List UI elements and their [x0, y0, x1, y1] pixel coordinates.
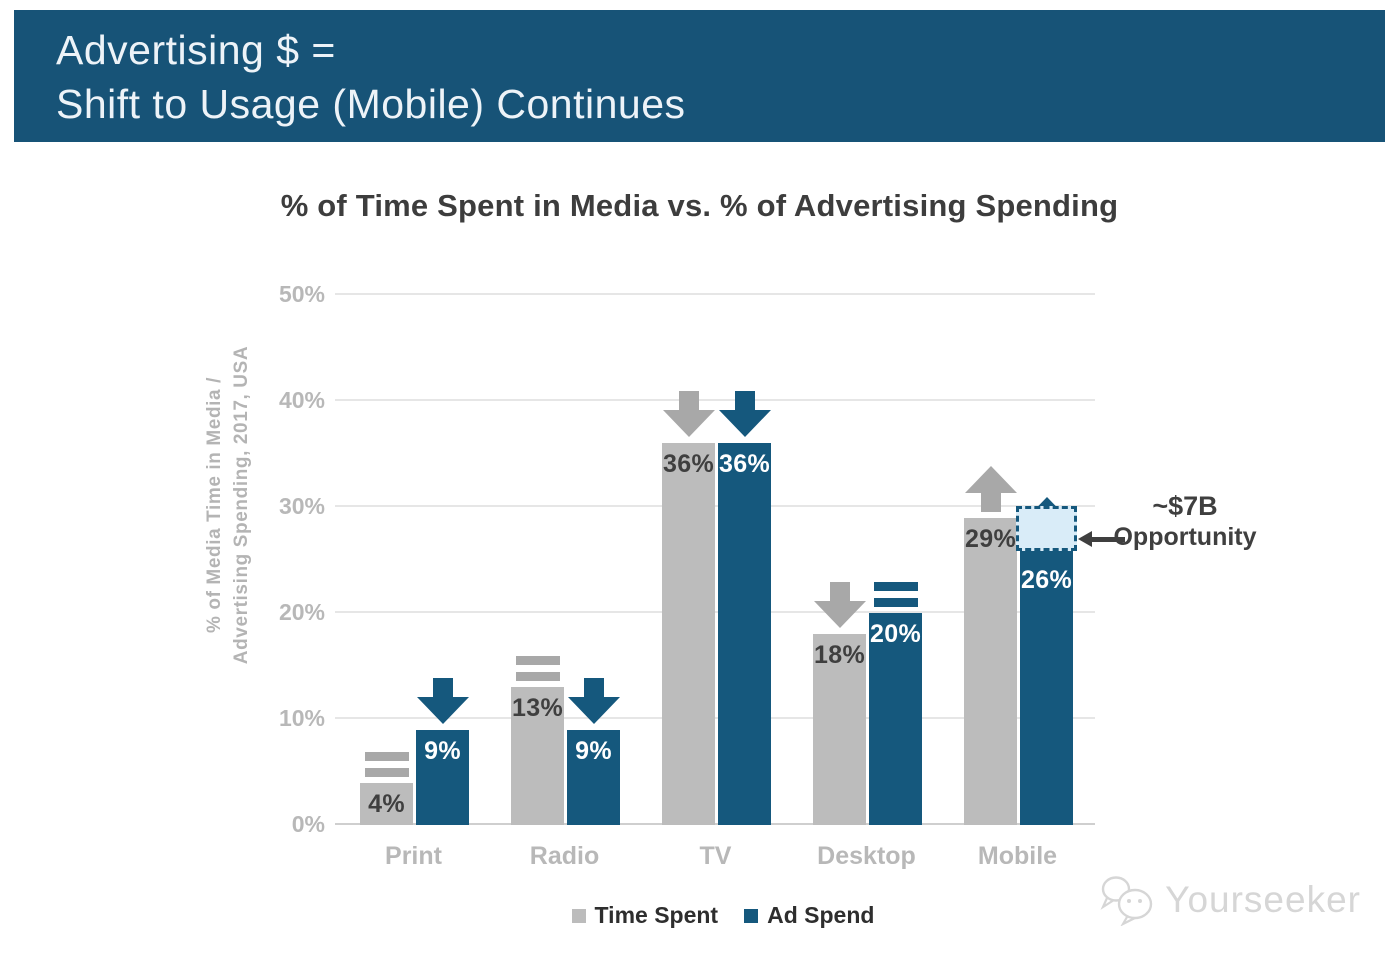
plot-area: 0% 10% 20% 30% 40% 50% 4% 9% Print 13% 9% Radio 36% 3…	[279, 281, 1095, 870]
opportunity-label: Opportunity	[1113, 523, 1257, 551]
opportunity-amount: ~$7B	[1152, 491, 1218, 521]
trend-down-icon-ad-spend-radio	[567, 677, 620, 724]
bar-value-ad-spend-tv: 36%	[719, 450, 770, 479]
opportunity-annotation: ~$7B Opportunity	[1105, 491, 1265, 553]
x-label-radio: Radio	[529, 842, 600, 870]
bar-time-spent-print: 4%	[360, 782, 413, 825]
equals-stripe	[364, 751, 409, 761]
gridline-30-	[335, 505, 1095, 507]
arrow-head	[718, 410, 771, 438]
y-tick-10-: 10%	[278, 705, 325, 731]
x-label-print: Print	[385, 842, 442, 870]
x-label-desktop: Desktop	[817, 842, 916, 870]
bar-value-time-spent-tv: 36%	[663, 450, 714, 479]
bar-value-time-spent-mobile: 29%	[965, 524, 1016, 553]
trend-down-icon-time-spent-desktop	[813, 582, 866, 629]
opportunity-gap-box	[1016, 506, 1077, 552]
gridline-10-	[335, 717, 1095, 719]
bar-ad-spend-mobile: 26%	[1020, 549, 1073, 825]
bar-time-spent-radio: 13%	[511, 687, 564, 825]
y-tick-40-: 40%	[278, 387, 325, 413]
y-tick-50-: 50%	[278, 281, 325, 307]
gridline-40-	[335, 399, 1095, 401]
y-tick-0-: 0%	[291, 811, 325, 837]
watermark-text: Yourseeker	[1165, 879, 1361, 920]
chat-bubbles-icon	[1100, 876, 1153, 926]
gridline-20-	[335, 611, 1095, 613]
slide-title-line2: Shift to Usage (Mobile) Continues	[56, 81, 686, 127]
gridline-50-	[335, 293, 1095, 295]
bar-value-time-spent-desktop: 18%	[814, 641, 865, 670]
arrow-head	[964, 465, 1017, 493]
y-axis-title-line1: % of Media Time in Media /	[204, 377, 225, 633]
arrow-head	[662, 410, 715, 438]
y-tick-30-: 30%	[278, 493, 325, 519]
bar-value-time-spent-radio: 13%	[512, 694, 563, 723]
x-label-mobile: Mobile	[977, 842, 1058, 870]
trend-down-icon-time-spent-tv	[662, 391, 715, 438]
chart-title: % of Time Spent in Media vs. % of Advert…	[280, 188, 1119, 223]
trend-up-icon-time-spent-mobile	[964, 465, 1017, 512]
equals-stripe	[364, 767, 409, 777]
bar-value-ad-spend-print: 9%	[424, 736, 461, 765]
trend-down-icon-ad-spend-tv	[718, 391, 771, 438]
bar-ad-spend-tv: 36%	[718, 443, 771, 825]
arrow-shaft	[734, 391, 755, 411]
bar-time-spent-mobile: 29%	[964, 517, 1017, 825]
legend-label-ad-spend: Ad Spend	[767, 902, 875, 928]
arrow-head	[567, 696, 620, 724]
arrow-shaft	[829, 582, 850, 602]
trend-flat-icon-time-spent-print	[360, 751, 413, 777]
arrow-line	[1092, 536, 1125, 542]
bar-ad-spend-desktop: 20%	[869, 613, 922, 825]
bar-value-ad-spend-mobile: 26%	[1021, 566, 1072, 595]
legend-label-time-spent: Time Spent	[594, 902, 719, 928]
x-label-tv: TV	[699, 842, 732, 870]
arrow-head	[416, 696, 469, 724]
arrow-shaft	[980, 492, 1001, 512]
bar-value-time-spent-print: 4%	[368, 789, 405, 818]
legend: Time Spent Ad Spend	[340, 902, 1106, 929]
bar-value-ad-spend-desktop: 20%	[870, 620, 921, 648]
arrow-shaft	[678, 391, 699, 411]
equals-stripe	[515, 672, 560, 682]
equals-stripe	[873, 582, 918, 591]
arrow-shaft	[583, 677, 604, 697]
bar-time-spent-tv: 36%	[662, 443, 715, 825]
arrow-head	[1078, 531, 1092, 547]
y-tick-20-: 20%	[278, 599, 325, 625]
equals-stripe	[515, 656, 560, 666]
trend-flat-icon-ad-spend-desktop	[869, 582, 922, 607]
bar-time-spent-desktop: 18%	[813, 634, 866, 825]
arrow-head	[813, 601, 866, 629]
equals-stripe	[873, 598, 918, 607]
trend-down-icon-ad-spend-print	[416, 677, 469, 724]
legend-swatch-time-spent	[571, 908, 586, 923]
bar-ad-spend-radio: 9%	[567, 729, 620, 825]
legend-swatch-ad-spend	[744, 908, 759, 923]
bar-ad-spend-print: 9%	[416, 729, 469, 825]
slide-title-banner: Advertising $ = Shift to Usage (Mobile) …	[14, 10, 1385, 142]
watermark: Yourseeker	[1099, 874, 1361, 926]
slide-title-line1: Advertising $ =	[56, 27, 336, 73]
legend-item-ad-spend: Ad Spend	[744, 902, 874, 929]
legend-item-time-spent: Time Spent	[571, 902, 719, 929]
arrow-shaft	[432, 677, 453, 697]
bar-value-ad-spend-radio: 9%	[575, 736, 612, 765]
gridline-0-	[335, 823, 1095, 825]
left-arrow-icon	[1078, 531, 1125, 547]
trend-flat-icon-time-spent-radio	[511, 656, 564, 682]
